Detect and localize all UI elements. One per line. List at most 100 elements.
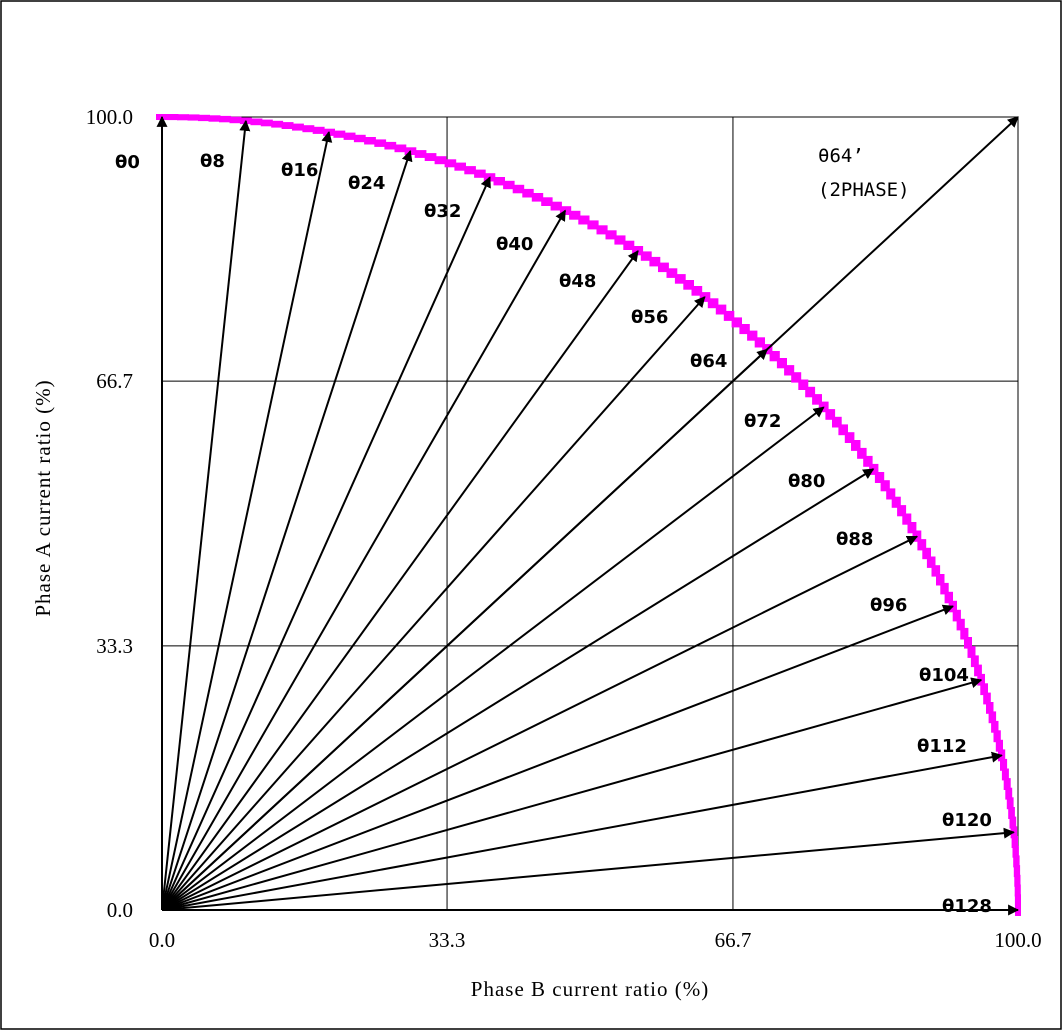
curve-marker [970,655,979,668]
curve-marker [292,123,304,131]
curve-marker [812,394,822,405]
curve-marker [1014,894,1021,907]
curve-marker [707,298,719,309]
curve-marker [683,280,694,290]
curve-marker [312,126,325,134]
curve-marker [596,225,608,235]
curve-marker [964,637,972,649]
ray-15 [161,827,1015,911]
curve-marker [187,114,200,121]
curve-marker [944,591,953,604]
curve-marker [1005,787,1013,800]
curve-marker [250,118,263,126]
curve-marker [503,180,515,190]
curve-marker [967,646,976,658]
curve-marker [587,220,599,230]
curve-marker [891,496,901,508]
curve-marker [522,188,534,198]
ray-label-9: θ72 [744,411,781,432]
x-tick-label: 0.0 [149,928,175,952]
ray-label-16: θ128 [942,896,992,917]
curve-marker [374,139,387,147]
curve-marker [1000,758,1008,771]
curve-marker [605,230,617,240]
curve-marker [983,692,991,705]
curve-marker [691,286,703,296]
ray-10 [161,468,875,911]
curve-marker [424,153,437,161]
y-tick-label: 33.3 [96,634,133,658]
curve-marker [715,304,727,315]
curve-marker [674,274,686,284]
curve-marker [784,365,795,376]
two-phase-sublabel: (2PHASE) [818,179,910,201]
curve-marker [219,115,231,123]
x-tick-label: 100.0 [994,928,1041,952]
curve-marker [902,513,912,525]
curve-marker [394,144,407,153]
curve-marker [404,147,417,155]
curve-marker [198,114,210,122]
two-phase-label: θ64’ [818,145,864,167]
x-axis-title: Phase B current ratio (%) [471,977,709,1001]
rays [156,115,1020,916]
curve-marker [1014,884,1021,897]
curve-marker [956,618,965,631]
curve-marker [940,582,949,595]
curve-marker [897,505,907,517]
curve-marker [991,720,999,733]
curve-marker [444,159,457,168]
curve-marker [302,125,315,133]
ray-14 [161,751,1003,911]
ray-5 [161,209,567,911]
ray-label-10: θ80 [788,471,825,492]
curve-marker [464,166,476,175]
curve-marker [838,424,848,436]
ray-label-3: θ24 [348,173,385,194]
ray-label-8: θ64 [690,351,727,372]
ray-7 [161,296,706,911]
ray-label-4: θ32 [424,201,461,222]
curve-marker [353,134,366,143]
ray-label-1: θ8 [200,151,225,172]
curve-marker [754,337,765,348]
ray-12 [161,604,954,911]
ray-9 [161,406,825,911]
curve-marker [649,256,661,267]
ray-2 [161,130,333,911]
ray-11 [161,535,918,911]
curve-marker [952,609,961,622]
curve-marker [974,664,982,677]
ray-label-2: θ16 [281,160,318,181]
curve-marker [531,193,544,202]
curve-marker [844,432,855,443]
curve-marker [623,240,635,250]
curve-marker [229,116,242,124]
y-axis-title: Phase A current ratio (%) [31,379,55,616]
curve-marker [271,120,284,128]
ray-label-14: θ112 [917,736,967,757]
curve-marker [666,268,678,278]
curve-marker [658,262,669,273]
curve-marker [922,547,931,560]
curve-marker [739,324,750,335]
curve-marker [1006,797,1014,810]
curve-marker [260,119,273,127]
curve-marker [578,215,590,225]
ray-label-5: θ40 [496,234,533,255]
curve-marker [177,114,189,121]
curve-marker [805,386,816,398]
curve-marker [776,358,787,369]
y-tick-label: 100.0 [86,105,133,129]
curve-marker [550,201,562,211]
curve-marker [723,310,735,321]
ray-4 [161,176,491,911]
curve-marker [166,114,179,121]
curve-marker [1001,768,1009,781]
ray-label-13: θ104 [919,665,969,686]
curve-marker [512,184,525,194]
curve-marker [281,122,294,129]
curve-marker [333,130,346,138]
